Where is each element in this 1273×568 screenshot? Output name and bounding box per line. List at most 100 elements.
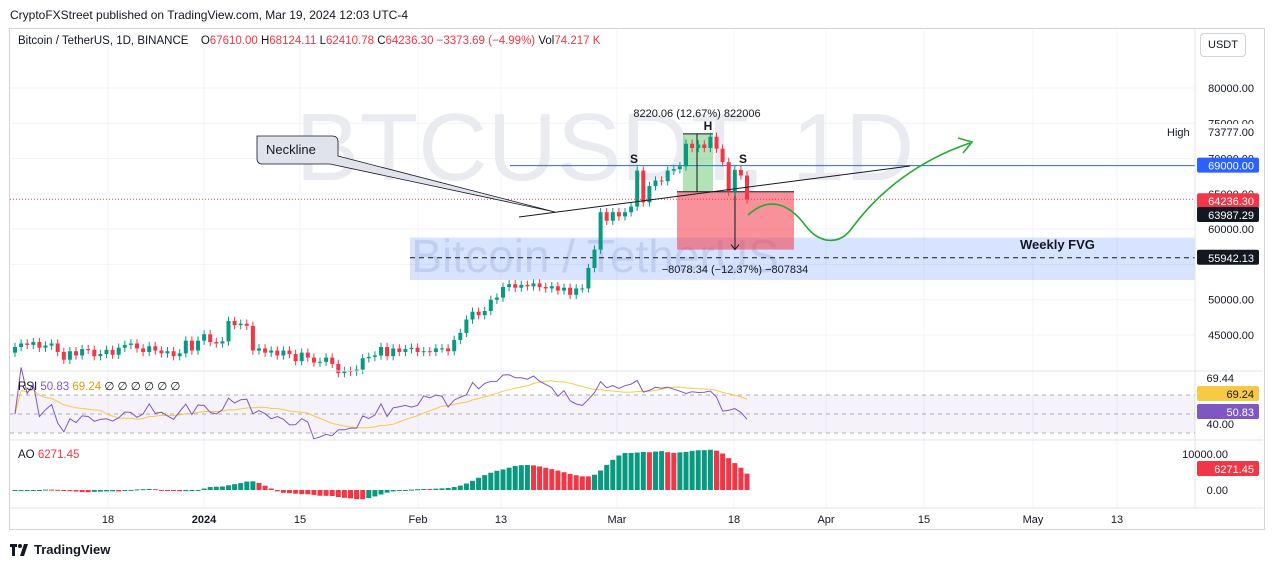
ao-bar <box>390 490 396 492</box>
resistance-price-tag-text: 69000.00 <box>1208 161 1254 173</box>
ao-bar <box>598 470 604 490</box>
candle-body <box>372 355 377 357</box>
ao-bar <box>49 489 55 491</box>
ao-bar <box>67 490 73 492</box>
ao-bar <box>311 490 317 495</box>
candle-body <box>311 357 316 363</box>
candle-body <box>147 346 152 352</box>
rsi-legend[interactable]: RSI 50.83 69.24 ∅ ∅ ∅ ∅ ∅ ∅ <box>18 379 180 393</box>
candle-body <box>379 346 383 356</box>
candle-body <box>220 341 225 344</box>
candle-body <box>635 170 640 207</box>
candle-body <box>452 339 457 352</box>
rsi-tag: 50.83 <box>1197 404 1259 419</box>
candle-body <box>641 170 646 203</box>
volume-value: 74.217 K <box>554 35 601 47</box>
candle-body <box>403 349 408 352</box>
rsi-value: 50.83 <box>40 381 70 393</box>
change-value: −3373.69 (−4.99%) <box>436 35 536 47</box>
candle-body <box>318 361 322 363</box>
ao-bar <box>470 480 475 490</box>
candle-body <box>189 340 194 351</box>
candle-body <box>580 288 585 290</box>
candle-body <box>647 186 652 203</box>
ao-bar <box>79 490 85 493</box>
countdown-price-tag: 63987.29 <box>1197 207 1259 223</box>
ao-bar <box>500 469 506 490</box>
ao-name: AO <box>18 449 35 461</box>
ao-bar <box>677 452 683 490</box>
candle-body <box>238 323 243 326</box>
ao-bar <box>665 452 671 490</box>
ao-bar <box>573 475 579 490</box>
ao-bar <box>488 472 494 490</box>
ao-bar <box>714 450 719 490</box>
ao-bar <box>360 490 366 500</box>
candle-body <box>214 342 219 344</box>
ao-bar <box>634 452 640 490</box>
currency-button[interactable]: USDT <box>1200 33 1246 57</box>
candle-body <box>549 286 554 289</box>
price-tick-label: 45000.00 <box>1208 330 1254 342</box>
ao-bar <box>689 450 695 490</box>
candle-body <box>519 284 524 288</box>
ao-bar <box>128 489 134 491</box>
ao-bar <box>219 486 225 490</box>
ao-bar <box>73 490 79 492</box>
time-tick-label: Apr <box>817 514 834 526</box>
low-label: L <box>319 35 327 47</box>
grid-lines <box>10 30 1195 508</box>
ao-bar <box>317 490 323 496</box>
ao-bar <box>701 450 707 490</box>
ao-bar <box>256 483 262 490</box>
rsi-ma-line <box>14 380 748 429</box>
candle-body <box>458 332 463 340</box>
candle-body <box>653 180 658 187</box>
ao-bar <box>659 451 665 490</box>
candle-body <box>287 350 292 355</box>
ao-bar <box>402 489 408 491</box>
projection-path <box>747 142 971 242</box>
countdown-price-tag-text: 63987.29 <box>1208 210 1254 222</box>
ao-tick-label: 0.00 <box>1207 485 1228 497</box>
ao-bar <box>97 490 103 492</box>
ao-bar <box>555 470 561 490</box>
ao-tag-text: 6271.45 <box>1214 464 1254 476</box>
candle-body <box>342 370 347 374</box>
candle-body <box>427 351 432 353</box>
candle-body <box>531 283 536 287</box>
candle-body <box>74 351 78 356</box>
candle-body <box>360 358 365 370</box>
footer-brand[interactable]: TradingView <box>10 542 110 557</box>
ao-bar <box>646 452 652 490</box>
rsi-name: RSI <box>18 381 38 393</box>
ao-bar <box>671 452 677 490</box>
ao-bar <box>421 489 427 491</box>
candle-body <box>543 287 548 289</box>
ao-bar <box>335 490 341 497</box>
ao-bar <box>110 490 116 492</box>
candle-body <box>714 136 719 149</box>
candle-body <box>586 267 591 289</box>
ao-bar <box>720 453 726 490</box>
candle-body <box>165 351 170 354</box>
candle-body <box>275 350 280 356</box>
ao-bar <box>433 488 439 490</box>
rsi-ma-tag: 69.24 <box>1197 386 1259 401</box>
symbol-name[interactable]: Bitcoin / TetherUS, 1D, BINANCE <box>18 35 189 47</box>
candle-body <box>501 287 505 298</box>
ao-bar <box>622 452 628 490</box>
ao-bar <box>171 490 177 491</box>
time-tick-label: 13 <box>1111 514 1123 526</box>
candle-body <box>684 143 688 167</box>
candle-body <box>397 348 402 352</box>
chart-frame <box>9 28 1265 530</box>
time-tick-label: 18 <box>728 514 740 526</box>
price-tick-label: 50000.00 <box>1208 295 1254 307</box>
fvg-price-tag-bg <box>1197 249 1259 265</box>
ao-bar <box>457 485 463 490</box>
ao-bar <box>299 490 305 495</box>
ao-legend[interactable]: AO 6271.45 <box>18 449 79 461</box>
candle-body <box>324 357 329 362</box>
